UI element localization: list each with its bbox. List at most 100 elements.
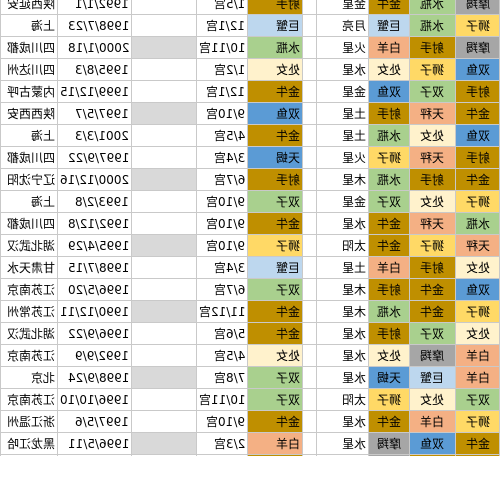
sign-cell[interactable]: 白羊 <box>408 410 457 433</box>
sign-cell[interactable]: 金牛 <box>367 0 410 15</box>
sign-cell[interactable]: 双子 <box>247 190 304 213</box>
empty-cell[interactable] <box>131 124 197 147</box>
sign-cell[interactable]: 双鱼 <box>455 124 500 147</box>
sign-cell[interactable]: 金牛 <box>408 300 457 323</box>
empty-cell[interactable] <box>131 36 197 59</box>
empty-cell[interactable] <box>131 388 197 411</box>
sign-cell[interactable]: 摩羯 <box>408 344 457 367</box>
sign-cell[interactable]: 双子 <box>367 190 410 213</box>
sign-cell[interactable]: 金牛 <box>408 278 457 301</box>
sign-cell[interactable]: 摩羯 <box>367 432 410 455</box>
empty-cell[interactable] <box>131 168 197 191</box>
sign-cell[interactable]: 双鱼 <box>408 432 457 455</box>
empty-cell[interactable] <box>131 410 197 433</box>
empty-cell[interactable] <box>131 300 197 323</box>
planet-cell[interactable]: 月亮 <box>315 14 369 37</box>
sign-cell[interactable]: 双子 <box>408 322 457 345</box>
planet-cell[interactable]: 水星 <box>315 410 369 433</box>
sign-cell[interactable]: 金牛 <box>247 80 304 103</box>
sign-cell[interactable]: 射手 <box>367 278 410 301</box>
sign-cell[interactable]: 射手 <box>367 322 410 345</box>
gap-cell[interactable] <box>302 344 317 367</box>
planet-cell[interactable]: 土星 <box>315 256 369 279</box>
date-cell[interactable]: 1998/7/15 <box>56 256 133 279</box>
planet-cell[interactable]: 水星 <box>315 366 369 389</box>
sign-cell[interactable]: 巨蟹 <box>247 256 304 279</box>
planet-cell[interactable]: 水星 <box>315 322 369 345</box>
sign-cell[interactable]: 水瓶 <box>367 124 410 147</box>
location-cell[interactable]: 陕西西安 <box>0 102 58 125</box>
sign-cell[interactable]: 天秤 <box>408 102 457 125</box>
house-cell[interactable]: 9/10宫 <box>195 190 249 213</box>
gap-cell[interactable] <box>302 322 317 345</box>
planet-cell[interactable]: 金星 <box>315 190 369 213</box>
location-cell[interactable]: 江苏南京 <box>0 278 58 301</box>
gap-cell[interactable] <box>302 388 317 411</box>
empty-cell[interactable] <box>131 234 197 257</box>
location-cell[interactable]: 辽宁沈阳 <box>0 168 58 191</box>
sign-cell[interactable]: 天秤 <box>408 146 457 169</box>
house-cell[interactable]: 11/12宫 <box>195 300 249 323</box>
sign-cell[interactable]: 双子 <box>247 278 304 301</box>
sign-cell[interactable]: 白羊 <box>455 344 500 367</box>
location-cell[interactable]: 上海 <box>0 14 58 37</box>
sign-cell[interactable]: 水瓶 <box>367 168 410 191</box>
house-cell[interactable]: 2/3宫 <box>195 432 249 455</box>
sign-cell[interactable]: 摩羯 <box>455 36 500 59</box>
sign-cell[interactable]: 金牛 <box>455 102 500 125</box>
sign-cell[interactable]: 处女 <box>247 58 304 81</box>
date-cell[interactable]: 1998/9/24 <box>56 366 133 389</box>
date-cell[interactable]: 1996/9/22 <box>56 322 133 345</box>
sign-cell[interactable]: 处女 <box>408 190 457 213</box>
empty-cell[interactable] <box>131 146 197 169</box>
empty-cell[interactable] <box>131 322 197 345</box>
sign-cell[interactable]: 狮子 <box>367 146 410 169</box>
planet-cell[interactable]: 太阳 <box>315 388 369 411</box>
planet-cell[interactable]: 火星 <box>315 36 369 59</box>
sign-cell[interactable]: 金牛 <box>455 168 500 191</box>
date-cell[interactable]: 2001/3/3 <box>56 124 133 147</box>
sign-cell[interactable]: 金牛 <box>367 212 410 235</box>
gap-cell[interactable] <box>302 300 317 323</box>
gap-cell[interactable] <box>302 256 317 279</box>
date-cell[interactable]: 1996/5/20 <box>56 278 133 301</box>
house-cell[interactable]: 9/10宫 <box>195 234 249 257</box>
location-cell[interactable]: 浙江温州 <box>0 410 58 433</box>
sign-cell[interactable]: 巨蟹 <box>367 14 410 37</box>
location-cell[interactable]: 上海 <box>0 124 58 147</box>
planet-cell[interactable]: 水星 <box>315 432 369 455</box>
sign-cell[interactable]: 处女 <box>367 344 410 367</box>
sign-cell[interactable]: 金牛 <box>367 234 410 257</box>
sign-cell[interactable]: 水瓶 <box>408 0 457 15</box>
sign-cell[interactable]: 金牛 <box>455 432 500 455</box>
house-cell[interactable]: 10/11宫 <box>195 388 249 411</box>
empty-cell[interactable] <box>131 0 197 15</box>
gap-cell[interactable] <box>302 278 317 301</box>
house-cell[interactable]: 9/10宫 <box>195 102 249 125</box>
location-cell[interactable]: 湖北武汉 <box>0 322 58 345</box>
house-cell[interactable]: 12/1宫 <box>195 80 249 103</box>
sign-cell[interactable]: 双子 <box>455 388 500 411</box>
location-cell[interactable]: 北京 <box>0 366 58 389</box>
empty-cell[interactable] <box>131 190 197 213</box>
date-cell[interactable]: 1993/2/8 <box>56 190 133 213</box>
date-cell[interactable]: 2000/12/16 <box>56 168 133 191</box>
location-cell[interactable]: 四川达州 <box>0 58 58 81</box>
planet-cell[interactable]: 太阳 <box>315 234 369 257</box>
house-cell[interactable]: 7/8宫 <box>195 366 249 389</box>
sign-cell[interactable]: 金牛 <box>367 410 410 433</box>
date-cell[interactable]: 1995/8/3 <box>56 58 133 81</box>
gap-cell[interactable] <box>302 190 317 213</box>
gap-cell[interactable] <box>302 14 317 37</box>
empty-cell[interactable] <box>131 256 197 279</box>
gap-cell[interactable] <box>302 146 317 169</box>
house-cell[interactable]: 4/5宫 <box>195 124 249 147</box>
date-cell[interactable]: 1990/12/11 <box>56 300 133 323</box>
sign-cell[interactable]: 狮子 <box>247 234 304 257</box>
sign-cell[interactable]: 射手 <box>247 168 304 191</box>
location-cell[interactable]: 内蒙古呼 <box>0 80 58 103</box>
sign-cell[interactable]: 金牛 <box>247 212 304 235</box>
empty-cell[interactable] <box>131 80 197 103</box>
sign-cell[interactable]: 射手 <box>367 102 410 125</box>
sign-cell[interactable]: 双鱼 <box>367 80 410 103</box>
